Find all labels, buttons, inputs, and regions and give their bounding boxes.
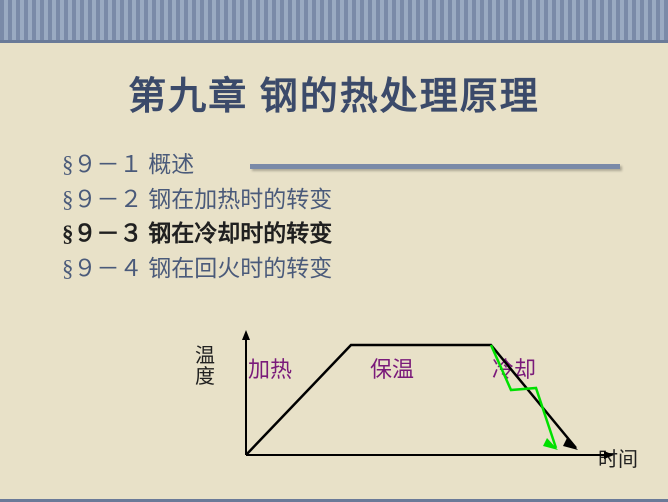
y-axis-label: 温度 <box>194 346 216 388</box>
toc-item-3: §９－３ 钢在冷却时的转变 <box>62 217 668 252</box>
toc-item-4: §９－４ 钢在回火时的转变 <box>62 252 668 287</box>
y-axis-arrow <box>242 330 250 340</box>
diagram-svg <box>216 330 626 470</box>
x-axis-arrow <box>604 451 614 459</box>
decorative-top-band <box>0 0 668 40</box>
decorative-hr <box>250 164 620 169</box>
chapter-title: 第九章 钢的热处理原理 <box>0 65 668 120</box>
main-curve <box>246 345 576 455</box>
toc-label: §９－１ 概述 <box>62 152 194 177</box>
table-of-contents: §９－１ 概述 §９－２ 钢在加热时的转变 §９－３ 钢在冷却时的转变 §９－４… <box>62 148 668 286</box>
toc-item-2: §９－２ 钢在加热时的转变 <box>62 183 668 218</box>
toc-item-1: §９－１ 概述 <box>62 148 668 183</box>
alt-cooling-curve <box>491 345 556 448</box>
decorative-top-line <box>0 40 668 43</box>
heat-treatment-diagram: 温度 时间 加热 保温 冷却 <box>200 330 630 490</box>
